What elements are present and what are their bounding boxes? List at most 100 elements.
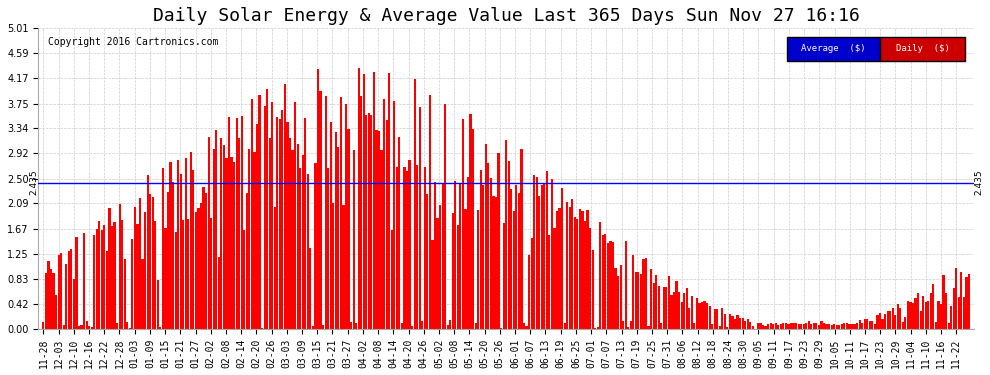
Bar bbox=[406, 171, 408, 329]
Bar bbox=[469, 114, 471, 329]
Bar bbox=[109, 208, 111, 329]
Bar bbox=[536, 177, 538, 329]
Bar bbox=[531, 238, 533, 329]
Bar bbox=[182, 220, 184, 329]
Bar bbox=[325, 96, 327, 329]
Bar bbox=[657, 286, 659, 329]
Bar bbox=[487, 163, 489, 329]
Bar bbox=[871, 321, 873, 329]
Bar bbox=[635, 272, 637, 329]
Bar bbox=[539, 196, 541, 329]
Bar bbox=[241, 116, 243, 329]
Bar bbox=[442, 184, 444, 329]
Bar bbox=[340, 97, 342, 329]
Bar bbox=[907, 301, 909, 329]
Bar bbox=[816, 323, 818, 329]
Bar bbox=[607, 243, 609, 329]
Bar bbox=[75, 237, 77, 329]
Bar bbox=[550, 179, 553, 329]
Bar bbox=[790, 323, 792, 329]
Bar bbox=[643, 258, 644, 329]
Bar bbox=[917, 294, 919, 329]
Bar bbox=[215, 130, 218, 329]
Bar bbox=[380, 150, 383, 329]
Title: Daily Solar Energy & Average Value Last 365 Days Sun Nov 27 16:16: Daily Solar Energy & Average Value Last … bbox=[152, 7, 859, 25]
Bar bbox=[174, 232, 176, 329]
Bar bbox=[602, 235, 604, 329]
Bar bbox=[403, 166, 406, 329]
Bar bbox=[221, 138, 223, 329]
Bar bbox=[437, 218, 439, 329]
Bar bbox=[203, 188, 205, 329]
Bar bbox=[668, 276, 670, 329]
Bar bbox=[579, 209, 581, 329]
Bar bbox=[350, 322, 352, 329]
Bar bbox=[391, 230, 393, 329]
Bar bbox=[439, 206, 442, 329]
Bar bbox=[85, 321, 88, 329]
Bar bbox=[261, 328, 263, 329]
Bar bbox=[513, 211, 515, 329]
Bar bbox=[930, 293, 932, 329]
Bar bbox=[116, 322, 118, 329]
Bar bbox=[445, 104, 446, 329]
Bar bbox=[93, 235, 95, 329]
Bar bbox=[640, 274, 643, 329]
Bar bbox=[210, 218, 212, 329]
Bar bbox=[777, 326, 779, 329]
Bar bbox=[876, 315, 878, 329]
Bar bbox=[467, 177, 469, 329]
Text: 2.435: 2.435 bbox=[30, 170, 39, 195]
Bar bbox=[749, 322, 751, 329]
Bar bbox=[665, 287, 667, 329]
Bar bbox=[693, 323, 695, 329]
Bar bbox=[414, 79, 416, 329]
Bar bbox=[139, 198, 142, 329]
Bar bbox=[239, 138, 241, 329]
Bar bbox=[451, 213, 453, 329]
Bar bbox=[548, 235, 550, 329]
Bar bbox=[612, 242, 614, 329]
Bar bbox=[828, 324, 831, 329]
Bar bbox=[746, 320, 748, 329]
Bar bbox=[647, 327, 649, 329]
Bar bbox=[508, 161, 510, 329]
Bar bbox=[52, 273, 54, 329]
Bar bbox=[114, 222, 116, 329]
FancyBboxPatch shape bbox=[787, 37, 880, 61]
Bar bbox=[558, 208, 560, 329]
Bar bbox=[874, 324, 876, 329]
Bar bbox=[706, 303, 708, 329]
Bar bbox=[50, 269, 52, 329]
Bar bbox=[521, 148, 523, 329]
Text: 2.435: 2.435 bbox=[974, 170, 983, 195]
Bar bbox=[861, 324, 863, 329]
Bar bbox=[281, 110, 283, 329]
Bar bbox=[510, 189, 513, 329]
Bar bbox=[159, 327, 161, 329]
Bar bbox=[78, 326, 80, 329]
Bar bbox=[650, 269, 652, 329]
Bar bbox=[291, 150, 294, 329]
Bar bbox=[688, 308, 690, 329]
Bar bbox=[302, 155, 304, 329]
Bar bbox=[490, 178, 492, 329]
Bar bbox=[925, 302, 927, 329]
Bar bbox=[497, 153, 500, 329]
Bar bbox=[724, 314, 726, 329]
Bar bbox=[965, 277, 967, 329]
Bar bbox=[625, 241, 627, 329]
Bar bbox=[848, 324, 850, 329]
Bar bbox=[137, 224, 139, 329]
Bar bbox=[950, 306, 952, 329]
Bar bbox=[734, 320, 737, 329]
Bar bbox=[333, 203, 335, 329]
Bar bbox=[396, 167, 398, 329]
Bar bbox=[167, 192, 169, 329]
Bar bbox=[541, 185, 543, 329]
Bar bbox=[126, 321, 129, 329]
Bar bbox=[928, 301, 930, 329]
Text: Daily  ($): Daily ($) bbox=[896, 45, 949, 54]
Bar bbox=[922, 296, 925, 329]
Bar bbox=[774, 323, 777, 329]
